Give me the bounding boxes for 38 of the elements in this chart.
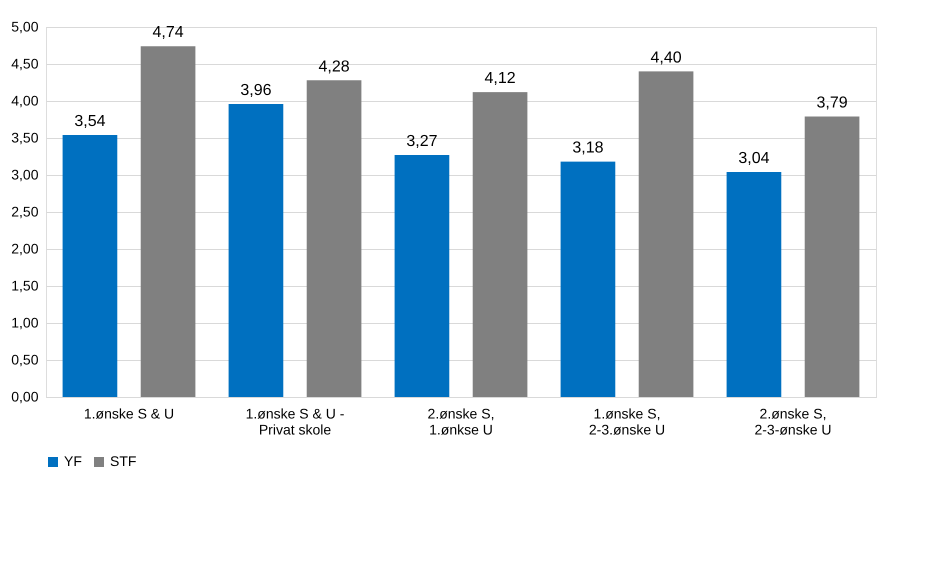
x-tick-label: 2.ønske S, 2-3-ønske U — [754, 406, 832, 438]
data-label: 4,40 — [650, 49, 682, 66]
x-tick-label: 1.ønske S & U — [84, 406, 174, 422]
data-label: 4,12 — [484, 70, 516, 88]
data-label: 3,96 — [240, 82, 272, 99]
y-tick-label: 0,00 — [11, 388, 39, 404]
y-tick-label: 1,00 — [11, 314, 39, 330]
y-tick-label: 5,00 — [11, 18, 39, 34]
data-label: 4,28 — [318, 58, 350, 76]
data-label: 3,79 — [816, 94, 848, 112]
bar — [638, 71, 694, 397]
y-tick-label: 3,50 — [11, 130, 39, 146]
data-label: 4,74 — [152, 24, 184, 42]
y-tick-label: 0,50 — [11, 352, 39, 368]
data-label: 3,18 — [572, 140, 604, 157]
x-tick-label: 1.ønske S & U - Privat skole — [246, 406, 345, 438]
y-tick-label: 2,50 — [11, 204, 39, 220]
bar — [560, 162, 616, 397]
bar — [472, 92, 528, 397]
y-tick-label: 4,50 — [11, 56, 39, 72]
legend-label: STF — [110, 453, 136, 469]
bar — [228, 104, 284, 397]
x-tick-label: 1.ønske S, 2-3.ønske U — [588, 406, 666, 438]
bar — [726, 172, 782, 397]
bar — [140, 46, 196, 397]
bar — [306, 80, 362, 397]
data-label: 3,04 — [738, 150, 770, 168]
y-tick-label: 2,00 — [11, 240, 39, 256]
data-label: 3,27 — [406, 133, 438, 150]
x-tick-label: 2.ønske S, 1.ønkse U — [428, 406, 494, 438]
bar — [394, 155, 450, 397]
bar — [804, 116, 860, 397]
legend-label: YF — [64, 453, 82, 469]
y-tick-label: 4,00 — [11, 92, 39, 108]
y-tick-label: 1,50 — [11, 278, 39, 294]
bar — [62, 135, 118, 397]
data-label: 3,54 — [74, 113, 106, 130]
y-tick-label: 3,00 — [11, 166, 39, 182]
